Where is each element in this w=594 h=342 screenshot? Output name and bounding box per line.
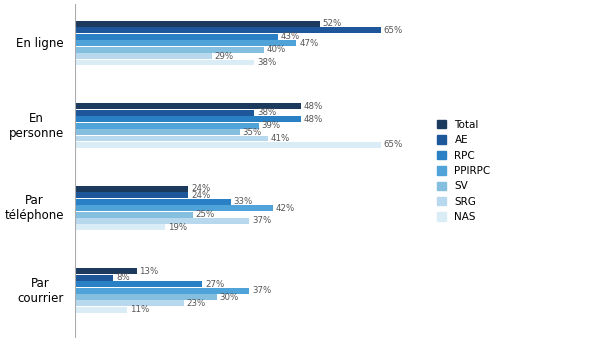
Bar [75,53,212,59]
Text: 33%: 33% [233,197,252,206]
Bar [75,110,254,116]
Bar [75,123,259,129]
Text: 38%: 38% [257,108,276,117]
Text: 19%: 19% [168,223,187,232]
Text: 52%: 52% [323,19,342,28]
Text: 65%: 65% [384,141,403,149]
Text: 30%: 30% [219,292,239,302]
Text: 39%: 39% [261,121,281,130]
Text: 29%: 29% [214,52,234,61]
Text: 24%: 24% [191,184,210,193]
Bar [75,40,296,46]
Text: 23%: 23% [187,299,206,308]
Bar [75,224,165,231]
Bar [75,142,381,148]
Bar [75,34,277,40]
Legend: Total, AE, RPC, PPIRPC, SV, SRG, NAS: Total, AE, RPC, PPIRPC, SV, SRG, NAS [437,120,491,222]
Bar [75,268,137,274]
Text: 37%: 37% [252,216,271,225]
Bar [75,186,188,192]
Bar [75,129,240,135]
Text: 42%: 42% [276,203,295,213]
Text: 27%: 27% [205,280,225,289]
Text: 40%: 40% [266,45,286,54]
Text: 43%: 43% [280,32,300,41]
Text: 38%: 38% [257,58,276,67]
Bar [75,21,320,27]
Text: 47%: 47% [299,39,318,48]
Text: 37%: 37% [252,286,271,295]
Bar [75,116,301,122]
Bar [75,27,381,33]
Text: 13%: 13% [140,267,159,276]
Bar [75,47,264,53]
Text: 65%: 65% [384,26,403,35]
Text: 11%: 11% [130,305,149,314]
Bar [75,199,230,205]
Bar [75,135,268,142]
Bar [75,218,249,224]
Text: 48%: 48% [304,115,323,124]
Bar [75,60,254,65]
Bar [75,103,301,109]
Bar [75,192,188,198]
Bar [75,301,184,306]
Text: 8%: 8% [116,273,129,282]
Text: 35%: 35% [243,128,262,136]
Text: 25%: 25% [196,210,215,219]
Bar [75,212,193,218]
Bar [75,288,249,293]
Text: 48%: 48% [304,102,323,111]
Bar [75,307,127,313]
Bar [75,275,113,281]
Bar [75,281,203,287]
Text: 41%: 41% [271,134,290,143]
Bar [75,205,273,211]
Text: 24%: 24% [191,191,210,200]
Bar [75,294,216,300]
